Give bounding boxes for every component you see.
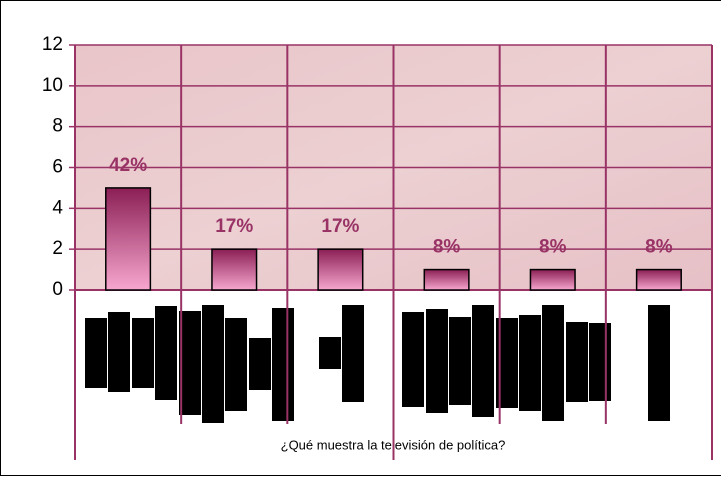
y-tick-label: 8 xyxy=(52,116,63,137)
y-tick-label: 2 xyxy=(52,238,63,259)
y-tick-label: 6 xyxy=(52,157,63,178)
bar xyxy=(423,268,470,291)
value-label: 8% xyxy=(433,237,461,258)
bar xyxy=(529,268,576,291)
value-label: 17% xyxy=(321,216,359,237)
redacted-labels xyxy=(85,305,670,423)
bar xyxy=(211,248,258,291)
bar xyxy=(105,187,152,291)
bar xyxy=(635,268,682,291)
bar xyxy=(317,248,364,291)
value-label: 8% xyxy=(645,237,673,258)
value-label: 17% xyxy=(215,216,253,237)
value-label: 8% xyxy=(539,237,567,258)
y-tick-label: 10 xyxy=(42,75,63,96)
y-tick-label: 12 xyxy=(42,34,63,55)
y-tick-label: 4 xyxy=(52,197,63,218)
y-tick-label: 0 xyxy=(52,279,63,300)
value-label: 42% xyxy=(109,155,147,176)
